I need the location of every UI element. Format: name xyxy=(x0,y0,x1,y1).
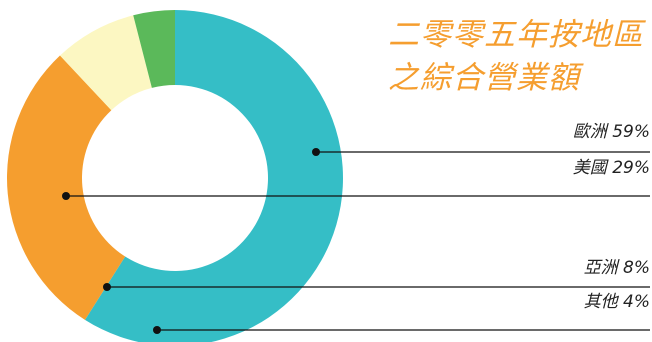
slice-europe xyxy=(84,10,343,342)
chart-title-line-1: 二零零五年按地區 xyxy=(388,17,644,53)
slice-asia xyxy=(59,15,152,111)
leader-dot-europe xyxy=(312,148,320,156)
slice-other xyxy=(133,10,175,88)
slice-usa xyxy=(7,55,126,320)
label-usa: 美國 29% xyxy=(572,158,650,178)
label-europe: 歐洲 59% xyxy=(572,122,650,142)
chart-title-line-2: 之綜合營業額 xyxy=(388,60,580,96)
label-asia: 亞洲 8% xyxy=(583,258,650,278)
slice-group xyxy=(7,10,343,342)
leader-dot-usa xyxy=(62,192,70,200)
leader-dot-asia xyxy=(103,283,111,291)
leader-dot-other xyxy=(153,326,161,334)
leader-group xyxy=(62,148,650,334)
label-other: 其他 4% xyxy=(583,292,650,312)
